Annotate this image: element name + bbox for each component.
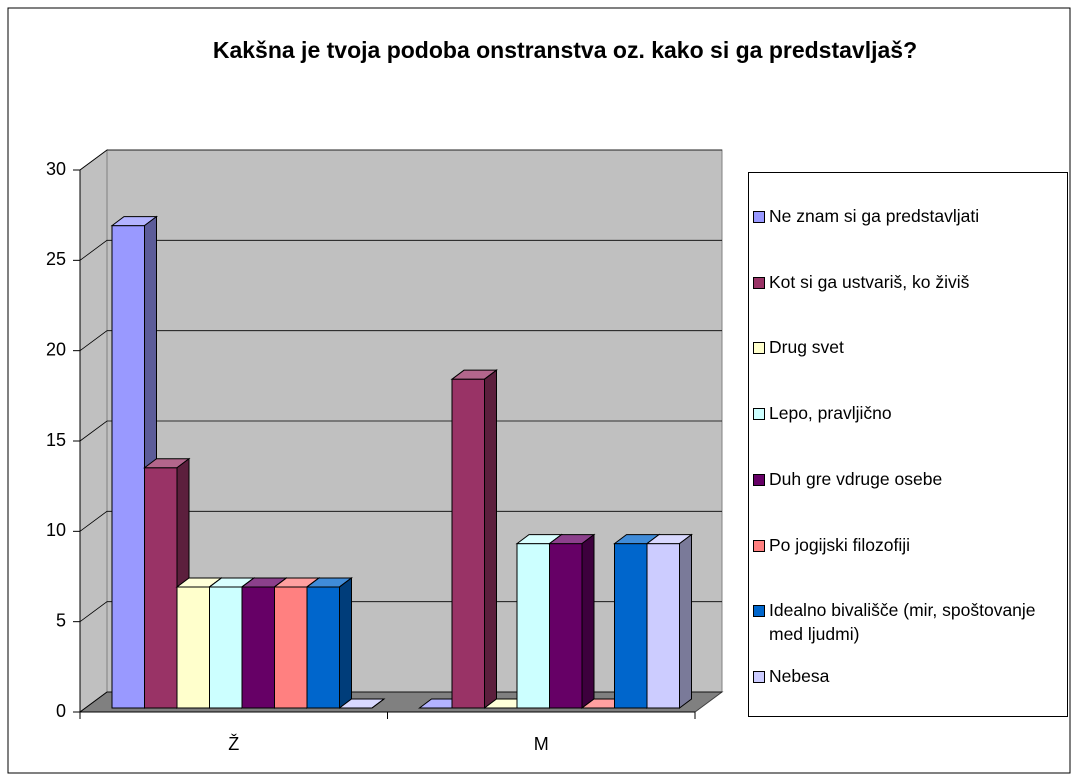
bar <box>548 533 596 709</box>
y-tick-label: 15 <box>46 430 66 450</box>
legend-label: Lepo, pravljično <box>769 403 892 424</box>
legend-label: Kot si ga ustvariš, ko živiš <box>769 271 970 292</box>
legend-swatch <box>753 211 765 223</box>
bars <box>110 215 693 709</box>
bar <box>645 533 693 709</box>
bar-front <box>549 543 583 709</box>
y-tick-label: 30 <box>46 159 66 179</box>
chart-title: Kakšna je tvoja podoba onstranstva oz. k… <box>212 37 918 63</box>
bar-front <box>306 586 340 709</box>
bar-front <box>451 378 485 709</box>
bar-front <box>176 586 210 709</box>
legend-swatch <box>753 276 765 289</box>
legend-entry: Po jogijski filozofiji <box>753 533 1058 557</box>
grid-line <box>79 330 722 351</box>
legend-swatch <box>753 473 765 486</box>
legend-label: Drug svet <box>769 337 844 358</box>
legend-label: Idealno bivališče (mir, spoštovanje med … <box>769 600 1036 645</box>
y-tick-label: 5 <box>56 610 66 630</box>
y-tick-label: 0 <box>56 701 66 721</box>
bar-side <box>679 533 692 709</box>
legend-entry: Kot si ga ustvariš, ko živiš <box>753 270 1058 294</box>
bar-front <box>111 225 145 709</box>
legend-entry: Lepo, pravljično <box>753 401 1058 425</box>
legend-label: Ne znam si ga predstavljati <box>769 206 980 226</box>
bar-front <box>646 543 680 709</box>
y-tick-label: 10 <box>46 520 66 540</box>
legend: Ne znam si ga predstavljati Kot si ga ust… <box>748 172 1068 717</box>
bar <box>338 698 386 709</box>
legend-entry: Duh gre vdruge osebe <box>753 467 1058 491</box>
y-tick-label: 25 <box>46 249 66 269</box>
bar-side <box>371 698 385 709</box>
x-tick-label: M <box>534 734 549 754</box>
bar-side <box>581 533 595 709</box>
legend-swatch <box>753 539 765 552</box>
legend-label: Po jogijski filozofiji <box>769 534 911 555</box>
bar-front <box>144 467 178 709</box>
x-tick-label: Ž <box>228 734 239 754</box>
bar-side <box>339 576 352 709</box>
legend-entry: Ne znam si ga predstavljati <box>753 204 1058 228</box>
grid-line <box>79 149 722 171</box>
bar <box>450 369 498 709</box>
legend-swatch <box>753 605 765 618</box>
y-tick-label: 20 <box>46 339 66 359</box>
legend-entry: Nebesa <box>753 664 1058 688</box>
bar-front <box>241 586 275 709</box>
legend-swatch <box>753 342 765 355</box>
bar-front <box>516 543 550 709</box>
bar-front <box>274 586 308 709</box>
legend-swatch <box>753 670 765 683</box>
bar-front <box>614 543 648 709</box>
legend-swatch <box>753 408 765 421</box>
legend-label: Duh gre vdruge osebe <box>769 468 943 489</box>
bar-front <box>209 586 243 709</box>
bar-side <box>484 369 497 709</box>
legend-entry: Idealno bivališče (mir, spoštovanje med … <box>753 598 1058 646</box>
legend-entry: Drug svet <box>753 335 1058 359</box>
legend-label: Nebesa <box>769 665 830 686</box>
bar <box>305 576 353 709</box>
grid-line <box>79 239 722 261</box>
grid-line <box>79 510 722 532</box>
grid-line <box>79 420 722 442</box>
